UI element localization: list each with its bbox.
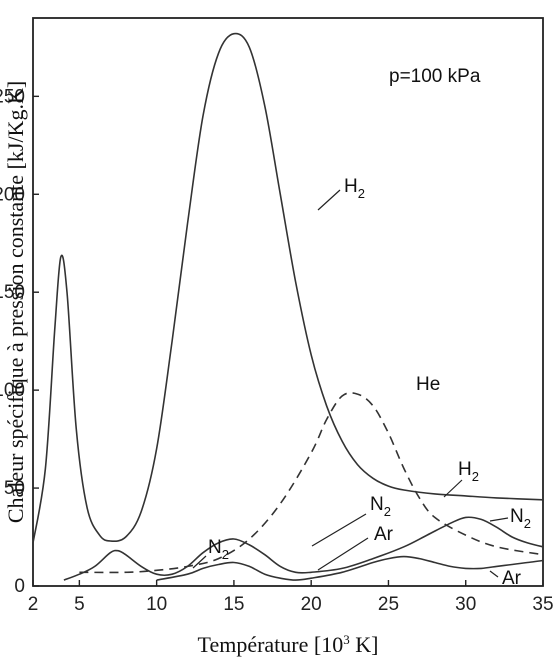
label-he: He [416,374,440,395]
leader-h2-tail [443,479,463,498]
x-axis-title: Température [103 K] [198,632,379,657]
x-tick-label: 5 [74,594,85,615]
x-tick-label: 25 [378,594,399,615]
leader-n2-middle [311,513,367,547]
label-h2-peak: H2 [344,176,365,201]
y-tick-label: 150 [0,282,25,303]
label-ar-right: Ar [502,568,522,589]
axis-ticks: 25101520253035050100150200250 [0,86,554,615]
leader-n2-right [489,517,509,522]
pressure-annotation: p=100 kPa [389,66,481,87]
plot-frame [32,17,544,587]
x-tick-label: 35 [532,594,553,615]
y-axis-title: Chaleur spécifique à pression constante … [3,81,28,523]
x-tick-label: 30 [455,594,476,615]
y-tick-label: 200 [0,184,25,205]
leader-ar-middle [317,537,369,571]
leader-ar-right [489,570,499,578]
series-h2-line [32,32,544,544]
series-ar-line [156,555,544,581]
y-tick-label: 0 [14,576,25,597]
series-lines [32,32,544,581]
series-n2-line [63,516,544,581]
label-n2-left: N2 [208,537,229,562]
x-tick-label: 10 [146,594,167,615]
leader-n2-left [192,555,207,569]
x-tick-label: 2 [28,594,39,615]
x-tick-label: 15 [223,594,244,615]
label-ar-middle: Ar [374,524,394,545]
label-n2-right: N2 [510,506,531,531]
y-tick-label: 50 [4,478,25,499]
y-tick-label: 100 [0,380,25,401]
label-n2-middle: N2 [370,494,391,519]
label-h2-tail: H2 [458,459,479,484]
y-tick-label: 250 [0,86,25,107]
x-tick-label: 20 [301,594,322,615]
leader-h2-peak [317,189,341,211]
